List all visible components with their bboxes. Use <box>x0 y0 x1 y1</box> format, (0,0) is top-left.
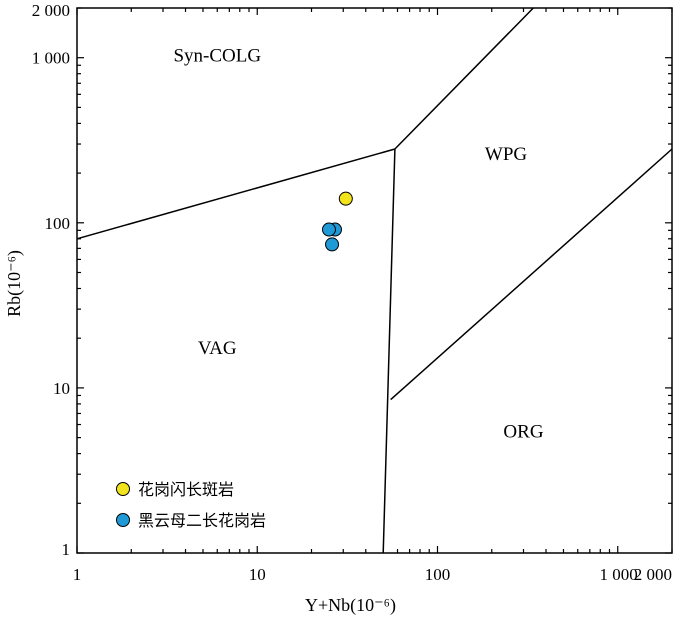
x-axis-title: Y+Nb(10⁻⁶) <box>305 595 396 616</box>
data-point-series-1 <box>338 191 353 206</box>
data-point-series-2 <box>325 237 340 252</box>
region-label-wpg: WPG <box>485 144 528 165</box>
region-label-vag: VAG <box>198 338 237 359</box>
boundary-line-3 <box>382 148 396 554</box>
region-label-org: ORG <box>503 422 543 443</box>
axis-ticks <box>76 7 673 554</box>
x-tick-label: 10 <box>249 565 266 584</box>
data-point-series-2 <box>321 222 336 237</box>
region-labels: Syn-COLG WPG VAG ORG <box>173 45 543 442</box>
y-tick-label: 10 <box>53 379 70 398</box>
legend-label-2: 黑云母二长花岗岩 <box>138 511 266 530</box>
plot-frame <box>76 7 673 554</box>
y-tick-label: 1 000 <box>32 49 70 68</box>
y-axis-title: Rb(10⁻⁶) <box>4 250 25 317</box>
legend-label-1: 花岗闪长斑岩 <box>138 480 234 499</box>
boundary-line-2 <box>394 7 534 150</box>
x-tick-label: 1 000 <box>599 565 637 584</box>
y-tick-label: 100 <box>45 214 71 233</box>
legend-marker-1 <box>116 482 130 496</box>
x-tick-label: 100 <box>425 565 451 584</box>
boundary-lines <box>76 7 673 554</box>
data-points <box>321 191 353 252</box>
legend-marker-2 <box>116 513 130 527</box>
x-tick-label: 1 <box>73 565 82 584</box>
y-tick-label: 1 <box>62 540 71 559</box>
y-tick-label: 2 000 <box>32 1 70 20</box>
region-label-syn-colg: Syn-COLG <box>173 45 261 66</box>
boundary-line-1 <box>76 148 396 240</box>
boundary-line-4 <box>390 148 673 401</box>
x-tick-label: 2 000 <box>634 565 672 584</box>
